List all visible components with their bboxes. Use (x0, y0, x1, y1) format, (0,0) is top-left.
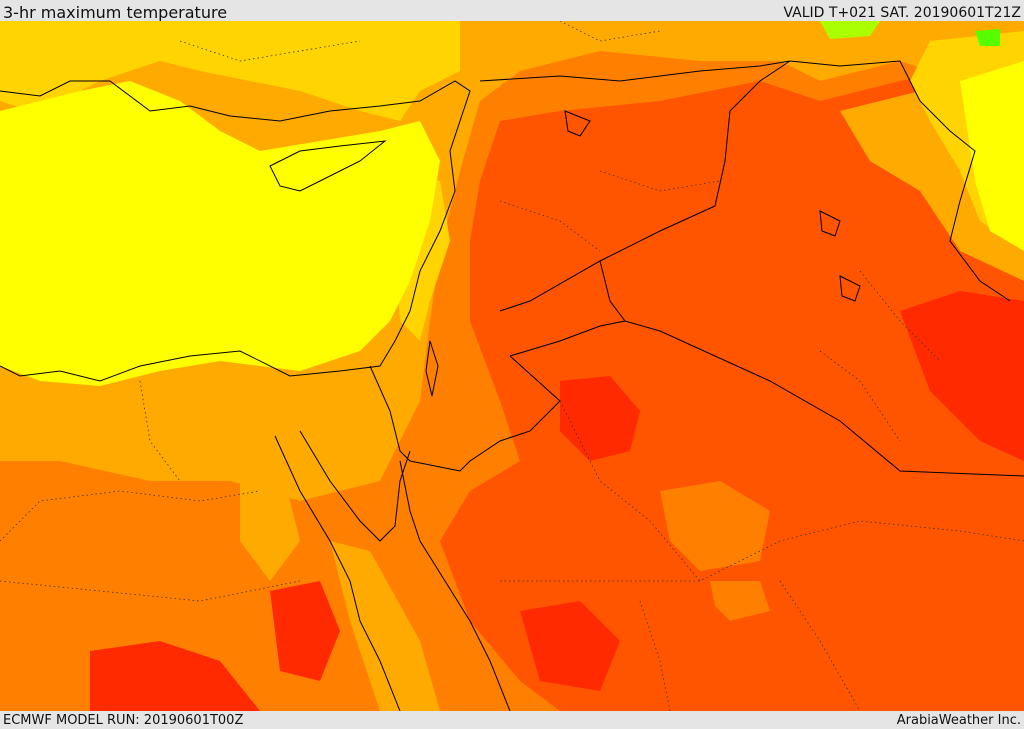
temperature-map (0, 21, 1024, 711)
model-run: ECMWF MODEL RUN: 20190601T00Z (3, 713, 244, 728)
coastline-gulf-suez (299, 430, 411, 542)
coastline-redsea-west (274, 435, 401, 711)
border-iraq-syria (499, 60, 791, 312)
zone-hottest-iraq-south (900, 291, 1024, 461)
zone-hottest-hejaz (520, 601, 620, 691)
zone-mild-anatolia (0, 21, 460, 121)
zone-warm-north (0, 21, 1024, 501)
zone-coolest-ne (975, 29, 1000, 46)
credit: ArabiaWeather Inc. (896, 713, 1021, 728)
border-jordan-iraq (509, 260, 626, 357)
map-title: 3-hr maximum temperature (3, 3, 228, 22)
zone-cool-mediterranean (0, 81, 440, 386)
zone-warm-nile (240, 451, 300, 581)
coastline-caspian-lakes (564, 110, 861, 302)
coastline-cyprus (269, 140, 387, 192)
zone-hottest-jordan (560, 376, 640, 461)
border-iraq-iran (789, 60, 1011, 302)
zone-cooler-ne (820, 21, 880, 39)
zone-hot-small-patch (710, 581, 770, 621)
map-canvas (0, 21, 1024, 711)
header-bar: 3-hr maximum temperature VALID T+021 SAT… (0, 0, 1024, 22)
zone-hottest-egypt-2 (270, 581, 340, 681)
zone-warm-redsea (330, 541, 440, 711)
province-lines (0, 21, 1024, 711)
footer-bar: ECMWF MODEL RUN: 20190601T00Z ArabiaWeat… (0, 711, 1024, 729)
border-iraq-saudi (624, 320, 1024, 477)
coastline-redsea-east (399, 460, 511, 711)
coastline-dead-sea (425, 340, 439, 397)
border-syria-turkey (479, 60, 791, 82)
border-egypt-israel (369, 365, 411, 462)
zone-hottest-egypt (90, 641, 260, 711)
coastline-anatolia (0, 80, 471, 382)
valid-time: VALID T+021 SAT. 20190601T21Z (783, 5, 1021, 21)
zone-hot-east-patch (660, 481, 770, 571)
zone-cool-northeast (960, 61, 1024, 251)
